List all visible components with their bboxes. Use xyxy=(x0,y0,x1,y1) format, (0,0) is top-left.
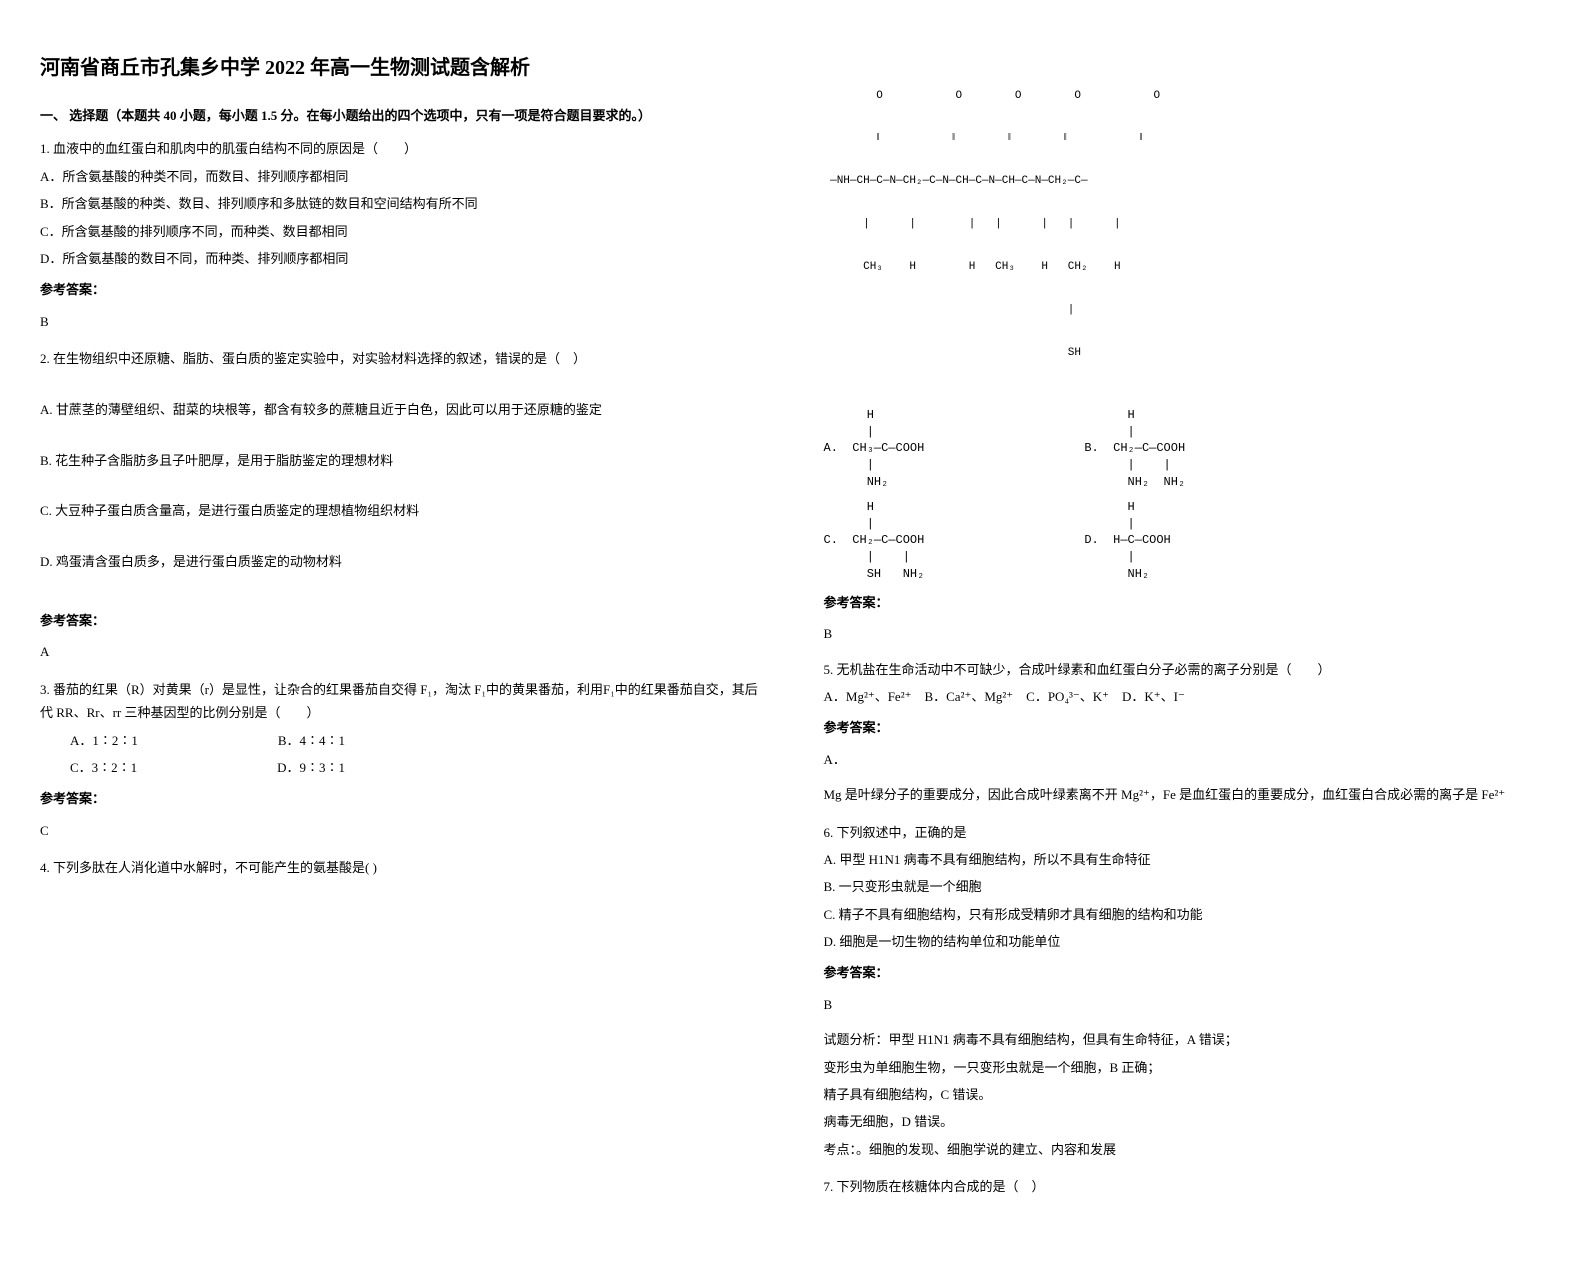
q4-answer: B xyxy=(824,622,1548,645)
q6-analysis-5: 考点：。细胞的发现、细胞学说的建立、内容和发展 xyxy=(824,1138,1548,1161)
question-4: 4. 下列多肽在人消化道中水解时，不可能产生的氨基酸是( ) xyxy=(40,856,764,879)
q5-analysis: Mg 是叶绿分子的重要成分，因此合成叶绿素离不开 Mg²⁺，Fe 是血红蛋白的重… xyxy=(824,783,1548,806)
question-3: 3. 番茄的红果（R）对黄果（r）是显性，让杂合的红果番茄自交得 F₁，淘汰 F… xyxy=(40,678,764,842)
peptide-line-6: | xyxy=(824,303,1548,317)
q6-option-d: D. 细胞是一切生物的结构单位和功能单位 xyxy=(824,930,1548,953)
q6-analysis-4: 病毒无细胞，D 错误。 xyxy=(824,1110,1548,1133)
q3-option-a: A．1∶2∶1 xyxy=(70,729,138,752)
q6-analysis-2: 变形虫为单细胞生物，一只变形虫就是一个细胞，B 正确； xyxy=(824,1056,1548,1079)
q4-option-c: H | C. CH₂—C—COOH | | SH NH₂ xyxy=(824,499,925,583)
q7-text: 7. 下列物质在核糖体内合成的是（ ） xyxy=(824,1175,1548,1198)
q6-answer-label: 参考答案： xyxy=(824,961,1548,984)
peptide-line-3: —NH—CH—C—N—CH₂—C—N—CH—C—N—CH—C—N—CH₂—C— xyxy=(824,174,1548,188)
q1-answer: B xyxy=(40,310,764,333)
q6-option-c: C. 精子不具有细胞结构，只有形成受精卵才具有细胞的结构和功能 xyxy=(824,903,1548,926)
peptide-line-7: SH xyxy=(824,346,1548,360)
q2-option-a: A. 甘蔗茎的薄壁组织、甜菜的块根等，都含有较多的蔗糖且近于白色，因此可以用于还… xyxy=(40,398,764,421)
q3-answer: C xyxy=(40,819,764,842)
q3-option-c: C．3∶2∶1 xyxy=(70,756,137,779)
amino-acid-options-row1: H | A. CH₃—C—COOH | NH₂ H | B. CH₂—C—COO… xyxy=(824,407,1548,491)
q5-options: A．Mg²⁺、Fe²⁺ B．Ca²⁺、Mg²⁺ C．PO₄³⁻、K⁺ D．K⁺、… xyxy=(824,685,1548,708)
peptide-line-5: CH₃ H H CH₃ H CH₂ H xyxy=(824,260,1548,274)
q4-option-d: H | D. H—C—COOH | NH₂ xyxy=(1084,499,1170,583)
q4-option-b: H | B. CH₂—C—COOH | | NH₂ NH₂ xyxy=(1084,407,1185,491)
q1-option-d: D．所含氨基酸的数目不同，而种类、排列顺序都相同 xyxy=(40,247,764,270)
question-5: 5. 无机盐在生命活动中不可缺少，合成叶绿素和血红蛋白分子必需的离子分别是（ ）… xyxy=(824,658,1548,807)
q5-answer-label: 参考答案： xyxy=(824,716,1548,739)
q2-text: 2. 在生物组织中还原糖、脂肪、蛋白质的鉴定实验中，对实验材料选择的叙述，错误的… xyxy=(40,347,764,370)
q3-text: 3. 番茄的红果（R）对黄果（r）是显性，让杂合的红果番茄自交得 F₁，淘汰 F… xyxy=(40,678,764,725)
q2-answer-label: 参考答案： xyxy=(40,609,764,632)
peptide-line-1: O O O O O xyxy=(824,89,1548,103)
q6-option-a: A. 甲型 H1N1 病毒不具有细胞结构，所以不具有生命特征 xyxy=(824,848,1548,871)
q2-answer: A xyxy=(40,640,764,663)
q3-option-b: B．4∶4∶1 xyxy=(278,729,345,752)
q3-option-d: D．9∶3∶1 xyxy=(277,756,345,779)
q4-answer-label: 参考答案： xyxy=(824,591,1548,614)
section-header: 一、 选择题（本题共 40 小题，每小题 1.5 分。在每小题给出的四个选项中，… xyxy=(40,104,764,127)
q1-option-b: B．所含氨基酸的种类、数目、排列顺序和多肽链的数目和空间结构有所不同 xyxy=(40,192,764,215)
q6-analysis-1: 试题分析：甲型 H1N1 病毒不具有细胞结构，但具有生命特征，A 错误； xyxy=(824,1028,1548,1051)
q4-text: 4. 下列多肽在人消化道中水解时，不可能产生的氨基酸是( ) xyxy=(40,856,764,879)
q1-option-a: A．所含氨基酸的种类不同，而数目、排列顺序都相同 xyxy=(40,165,764,188)
q2-option-d: D. 鸡蛋清含蛋白质多，是进行蛋白质鉴定的动物材料 xyxy=(40,550,764,573)
q1-answer-label: 参考答案： xyxy=(40,278,764,301)
q6-answer: B xyxy=(824,993,1548,1016)
q3-answer-label: 参考答案： xyxy=(40,787,764,810)
peptide-diagram: O O O O O ‖ ‖ ‖ ‖ ‖ —NH—CH—C—N—CH₂—C—N—C… xyxy=(824,60,1548,389)
q1-text: 1. 血液中的血红蛋白和肌肉中的肌蛋白结构不同的原因是（ ） xyxy=(40,137,764,160)
q6-text: 6. 下列叙述中，正确的是 xyxy=(824,821,1548,844)
q6-option-b: B. 一只变形虫就是一个细胞 xyxy=(824,875,1548,898)
left-column: 河南省商丘市孔集乡中学 2022 年高一生物测试题含解析 一、 选择题（本题共 … xyxy=(40,50,764,1213)
question-7: 7. 下列物质在核糖体内合成的是（ ） xyxy=(824,1175,1548,1198)
q1-option-c: C．所含氨基酸的排列顺序不同，而种类、数目都相同 xyxy=(40,220,764,243)
peptide-line-2: ‖ ‖ ‖ ‖ ‖ xyxy=(824,131,1548,145)
question-2: 2. 在生物组织中还原糖、脂肪、蛋白质的鉴定实验中，对实验材料选择的叙述，错误的… xyxy=(40,347,764,664)
q5-text: 5. 无机盐在生命活动中不可缺少，合成叶绿素和血红蛋白分子必需的离子分别是（ ） xyxy=(824,658,1548,681)
q2-option-c: C. 大豆种子蛋白质含量高，是进行蛋白质鉴定的理想植物组织材料 xyxy=(40,499,764,522)
q5-answer: A． xyxy=(824,748,1548,771)
q2-option-b: B. 花生种子含脂肪多且子叶肥厚，是用于脂肪鉴定的理想材料 xyxy=(40,449,764,472)
question-6: 6. 下列叙述中，正确的是 A. 甲型 H1N1 病毒不具有细胞结构，所以不具有… xyxy=(824,821,1548,1162)
question-1: 1. 血液中的血红蛋白和肌肉中的肌蛋白结构不同的原因是（ ） A．所含氨基酸的种… xyxy=(40,137,764,333)
q4-option-a: H | A. CH₃—C—COOH | NH₂ xyxy=(824,407,925,491)
document-title: 河南省商丘市孔集乡中学 2022 年高一生物测试题含解析 xyxy=(40,50,764,86)
q6-analysis-3: 精子具有细胞结构，C 错误。 xyxy=(824,1083,1548,1106)
right-column: O O O O O ‖ ‖ ‖ ‖ ‖ —NH—CH—C—N—CH₂—C—N—C… xyxy=(824,50,1548,1213)
amino-acid-options-row2: H | C. CH₂—C—COOH | | SH NH₂ H | D. H—C—… xyxy=(824,499,1548,583)
peptide-line-4: | | | | | | | xyxy=(824,217,1548,231)
